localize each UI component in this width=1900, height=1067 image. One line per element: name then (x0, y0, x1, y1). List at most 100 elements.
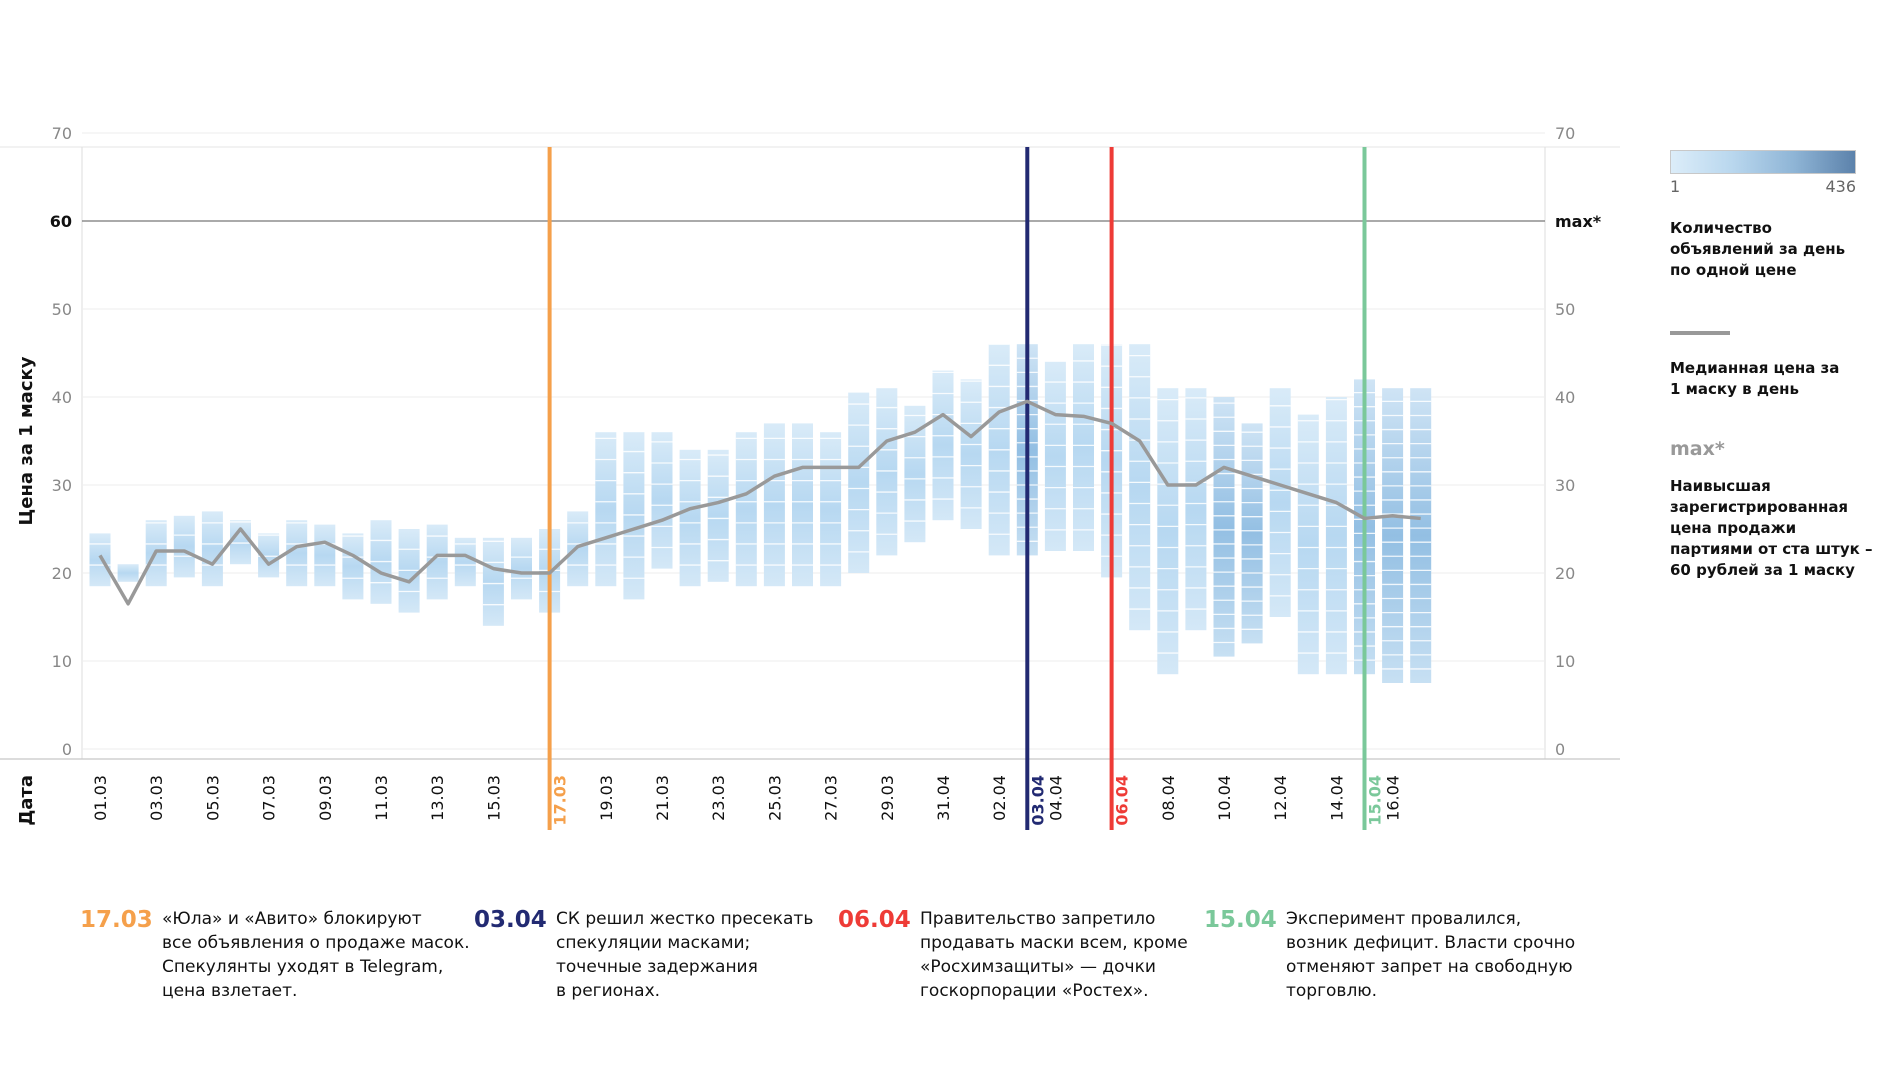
density-column (876, 388, 898, 556)
density-column (679, 449, 701, 587)
x-tick-label: 17.03 (551, 775, 570, 826)
density-column (623, 432, 645, 600)
median-line (98, 399, 1421, 606)
event-annotation-1703: 17.03 «Юла» и «Авито» блокируют все объяв… (80, 905, 470, 1003)
x-tick-label: 05.03 (203, 775, 222, 821)
density-column (426, 524, 448, 600)
y-tick-label: 60 (50, 212, 72, 231)
x-tick-label: 29.03 (878, 775, 897, 821)
y-tick-label-right: 0 (1555, 740, 1565, 759)
y-tick-label-right: 50 (1555, 300, 1575, 319)
density-column (201, 511, 223, 587)
event-annotation-1504: 15.04 Эксперимент провалился, возник дефи… (1204, 905, 1575, 1003)
density-column (482, 537, 504, 626)
density-column (1382, 388, 1404, 683)
density-column (1073, 344, 1094, 551)
y-tick-label: 40 (52, 388, 72, 407)
density-column (1129, 344, 1151, 631)
density-column (1241, 423, 1263, 644)
density-column (1297, 414, 1319, 675)
x-tick-label: 25.03 (765, 775, 784, 821)
density-column (89, 533, 111, 587)
y-tick-label: 50 (52, 300, 72, 319)
legend: 1 436 Количество объявлений за день по о… (1670, 150, 1890, 581)
event-date: 15.04 (1204, 907, 1277, 933)
max-legend-label: max* (1670, 438, 1725, 460)
x-tick-label: 14.04 (1327, 775, 1346, 821)
x-tick-label: 02.04 (990, 775, 1009, 821)
event-annotation-0304: 03.04 СК решил жестко пресекать спекуляци… (474, 905, 813, 1003)
density-column (595, 432, 617, 587)
y-tick-label: 10 (52, 652, 72, 671)
y-tick-label-right: 30 (1555, 476, 1575, 495)
density-column (1213, 397, 1235, 657)
density-column (904, 405, 926, 543)
event-annotations: 17.03 «Юла» и «Авито» блокируют все объяв… (80, 905, 1600, 1025)
density-column (314, 524, 336, 587)
x-tick-label: 09.03 (316, 775, 335, 821)
y-tick-label-right: max* (1555, 212, 1602, 231)
y-tick-label-right: 40 (1555, 388, 1575, 407)
density-column (763, 423, 785, 587)
event-text: СК решил жестко пресекать спекуляции маск… (556, 909, 814, 1001)
event-text: Эксперимент провалился, возник дефицит. В… (1286, 909, 1576, 1001)
x-tick-label: 03.04 (1028, 775, 1047, 826)
x-tick-label: 15.03 (484, 775, 503, 821)
density-column (173, 515, 195, 578)
x-tick-label: 12.04 (1271, 775, 1290, 821)
density-column (820, 432, 842, 587)
x-tick-label: 10.04 (1215, 775, 1234, 821)
density-column (792, 423, 813, 587)
event-text: Правительство запретило продавать маски в… (920, 909, 1188, 1001)
x-tick-label: 16.04 (1384, 775, 1403, 821)
x-tick-label: 07.03 (260, 775, 279, 821)
density-column (1044, 361, 1066, 551)
density-legend-label: Количество объявлений за день по одной ц… (1670, 219, 1846, 279)
density-column (342, 533, 364, 600)
density-column (707, 449, 729, 582)
x-tick-label: 13.03 (428, 775, 447, 821)
density-column (258, 533, 280, 578)
x-tick-label: 23.03 (709, 775, 728, 821)
max-legend-description: Наивысшая зарегистрированная цена продаж… (1670, 477, 1873, 579)
x-tick-label: 04.04 (1046, 775, 1065, 821)
color-scale-bar (1670, 150, 1856, 174)
x-axis-label: Дата (16, 775, 37, 826)
density-column (960, 379, 982, 529)
x-tick-label: 21.03 (653, 775, 672, 821)
y-tick-label-right: 20 (1555, 564, 1575, 583)
color-scale-min: 1 (1670, 177, 1681, 196)
density-column (848, 392, 870, 573)
x-tick-label: 01.03 (91, 775, 110, 821)
density-column (286, 520, 308, 587)
event-date: 17.03 (80, 907, 153, 933)
density-column (1410, 388, 1432, 683)
density-column (1185, 388, 1207, 631)
density-column (1157, 388, 1179, 675)
density-column (511, 537, 532, 600)
density-column (117, 564, 139, 582)
x-tick-label: 27.03 (822, 775, 841, 821)
x-tick-label: 31.04 (934, 775, 953, 821)
y-tick-label-right: 70 (1555, 124, 1575, 143)
event-text: «Юла» и «Авито» блокируют все объявления … (162, 909, 470, 1001)
density-column (454, 537, 476, 587)
x-tick-label: 19.03 (597, 775, 616, 821)
y-axis-label: Цена за 1 маску (16, 356, 37, 525)
median-legend-label: Медианная цена за 1 маску в день (1670, 359, 1840, 398)
density-column (1325, 397, 1347, 675)
x-tick-label: 08.04 (1159, 775, 1178, 821)
y-tick-label: 0 (62, 740, 72, 759)
y-tick-label-right: 10 (1555, 652, 1575, 671)
density-column (932, 370, 954, 521)
median-legend-swatch (1670, 331, 1730, 335)
density-column (735, 432, 757, 587)
x-tick-label: 03.03 (147, 775, 166, 821)
y-tick-label: 30 (52, 476, 72, 495)
density-column (1269, 388, 1291, 617)
y-tick-label: 70 (52, 124, 72, 143)
event-annotation-0604: 06.04 Правительство запретило продавать м… (838, 905, 1188, 1003)
x-tick-label: 06.04 (1113, 775, 1132, 826)
event-date: 06.04 (838, 907, 911, 933)
